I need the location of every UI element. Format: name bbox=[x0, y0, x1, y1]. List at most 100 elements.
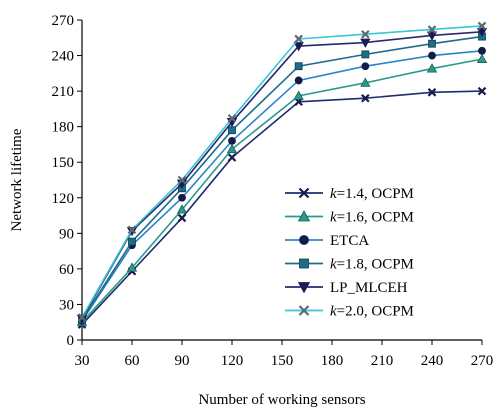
data-point bbox=[476, 53, 488, 64]
y-tick-label: 60 bbox=[59, 262, 74, 278]
data-point bbox=[177, 213, 187, 223]
y-tick-label: 270 bbox=[52, 13, 75, 29]
data-point bbox=[293, 90, 304, 100]
legend-item: LP_MLCEH bbox=[285, 280, 408, 296]
data-point bbox=[478, 46, 486, 55]
data-point bbox=[361, 29, 370, 39]
x-tick-label: 90 bbox=[175, 353, 190, 369]
data-point bbox=[228, 136, 236, 145]
data-point bbox=[127, 225, 137, 235]
legend-label-text: =2.0, OCPM bbox=[337, 304, 414, 320]
legend-label-text: =1.4, OCPM bbox=[337, 186, 414, 202]
data-point bbox=[128, 237, 136, 246]
legend-label: LP_MLCEH bbox=[330, 280, 408, 296]
legend-item: k=1.4, OCPM bbox=[285, 186, 414, 202]
y-tick-label: 210 bbox=[52, 84, 75, 100]
y-tick-label: 180 bbox=[52, 120, 75, 136]
legend-label: k=1.6, OCPM bbox=[330, 210, 414, 226]
legend-label-italic: k bbox=[330, 186, 337, 202]
data-point bbox=[426, 63, 438, 73]
y-tick-label: 120 bbox=[52, 191, 75, 207]
series-4 bbox=[78, 32, 486, 324]
series-line bbox=[81, 50, 483, 322]
data-point bbox=[228, 126, 236, 135]
legend-marker bbox=[299, 235, 309, 245]
x-axis-ticks: 30 60 90 120 150 180 210 240 270 bbox=[75, 340, 494, 369]
chart-axes bbox=[81, 20, 482, 341]
legend-marker bbox=[298, 305, 310, 316]
data-point bbox=[428, 51, 436, 60]
legend-label-italic: k bbox=[330, 257, 337, 273]
data-point bbox=[77, 313, 87, 322]
legend-label: ETCA bbox=[330, 233, 369, 249]
y-tick-label: 90 bbox=[59, 226, 74, 242]
legend-label: k=1.4, OCPM bbox=[330, 186, 414, 202]
legend-item: k=1.8, OCPM bbox=[285, 257, 414, 273]
data-point bbox=[293, 42, 304, 52]
x-tick-label: 60 bbox=[125, 353, 140, 369]
x-tick-label: 240 bbox=[421, 353, 444, 369]
series-line bbox=[81, 25, 483, 318]
data-point bbox=[427, 88, 437, 97]
series-6 bbox=[77, 21, 487, 322]
series-1 bbox=[77, 86, 487, 329]
x-tick-label: 150 bbox=[271, 353, 294, 369]
data-point bbox=[476, 27, 488, 38]
x-tick-label: 30 bbox=[75, 353, 90, 369]
series-line bbox=[81, 90, 483, 326]
data-point bbox=[360, 77, 371, 87]
legend-marker bbox=[297, 210, 311, 222]
data-point bbox=[477, 21, 487, 31]
legend-label-text: LP_MLCEH bbox=[330, 280, 408, 296]
data-point bbox=[226, 143, 238, 154]
legend-label-text: =1.8, OCPM bbox=[337, 257, 414, 273]
y-tick-label: 0 bbox=[67, 333, 75, 349]
data-point bbox=[227, 114, 237, 123]
data-point bbox=[177, 175, 187, 185]
y-tick-label: 240 bbox=[52, 49, 75, 65]
legend-label-italic: k bbox=[330, 210, 337, 226]
x-tick-label: 180 bbox=[321, 353, 344, 369]
legend-item: k=1.6, OCPM bbox=[285, 210, 414, 226]
data-point bbox=[361, 93, 370, 103]
series-line bbox=[81, 35, 483, 321]
legend-marker bbox=[297, 282, 311, 294]
series-line bbox=[81, 31, 483, 320]
series-5 bbox=[76, 27, 488, 324]
data-point bbox=[360, 38, 371, 48]
legend-label-italic: k bbox=[330, 304, 337, 320]
data-point bbox=[294, 34, 303, 44]
legend-marker bbox=[299, 258, 309, 269]
legend-label: k=1.8, OCPM bbox=[330, 257, 414, 273]
x-tick-label: 210 bbox=[371, 353, 394, 369]
series-line bbox=[81, 58, 483, 323]
legend-label-text: =1.6, OCPM bbox=[337, 210, 414, 226]
legend-label-text: ETCA bbox=[330, 233, 369, 249]
data-point bbox=[428, 39, 436, 48]
series-layer bbox=[76, 21, 488, 329]
data-point bbox=[126, 262, 138, 272]
legend-item: ETCA bbox=[285, 233, 369, 249]
data-point bbox=[294, 62, 303, 71]
x-tick-label: 120 bbox=[221, 353, 244, 369]
y-axis-ticks: 0 30 60 90 120 150 180 210 240 270 bbox=[52, 13, 82, 349]
legend-marker bbox=[298, 187, 310, 199]
data-point bbox=[361, 50, 370, 59]
data-point bbox=[427, 25, 437, 34]
data-point bbox=[176, 204, 188, 214]
data-point bbox=[361, 62, 370, 71]
data-point bbox=[227, 153, 237, 162]
legend-label: k=2.0, OCPM bbox=[330, 304, 414, 320]
legend-item: k=2.0, OCPM bbox=[285, 304, 414, 320]
data-point bbox=[178, 193, 186, 202]
x-tick-label: 270 bbox=[471, 353, 494, 369]
x-axis-title: Number of working sensors bbox=[198, 392, 365, 408]
data-point bbox=[477, 86, 487, 96]
data-point bbox=[294, 76, 303, 85]
y-axis-title: Network lifetime bbox=[9, 128, 25, 231]
series-3 bbox=[78, 46, 486, 325]
data-point bbox=[426, 31, 438, 41]
y-tick-label: 150 bbox=[52, 155, 75, 171]
